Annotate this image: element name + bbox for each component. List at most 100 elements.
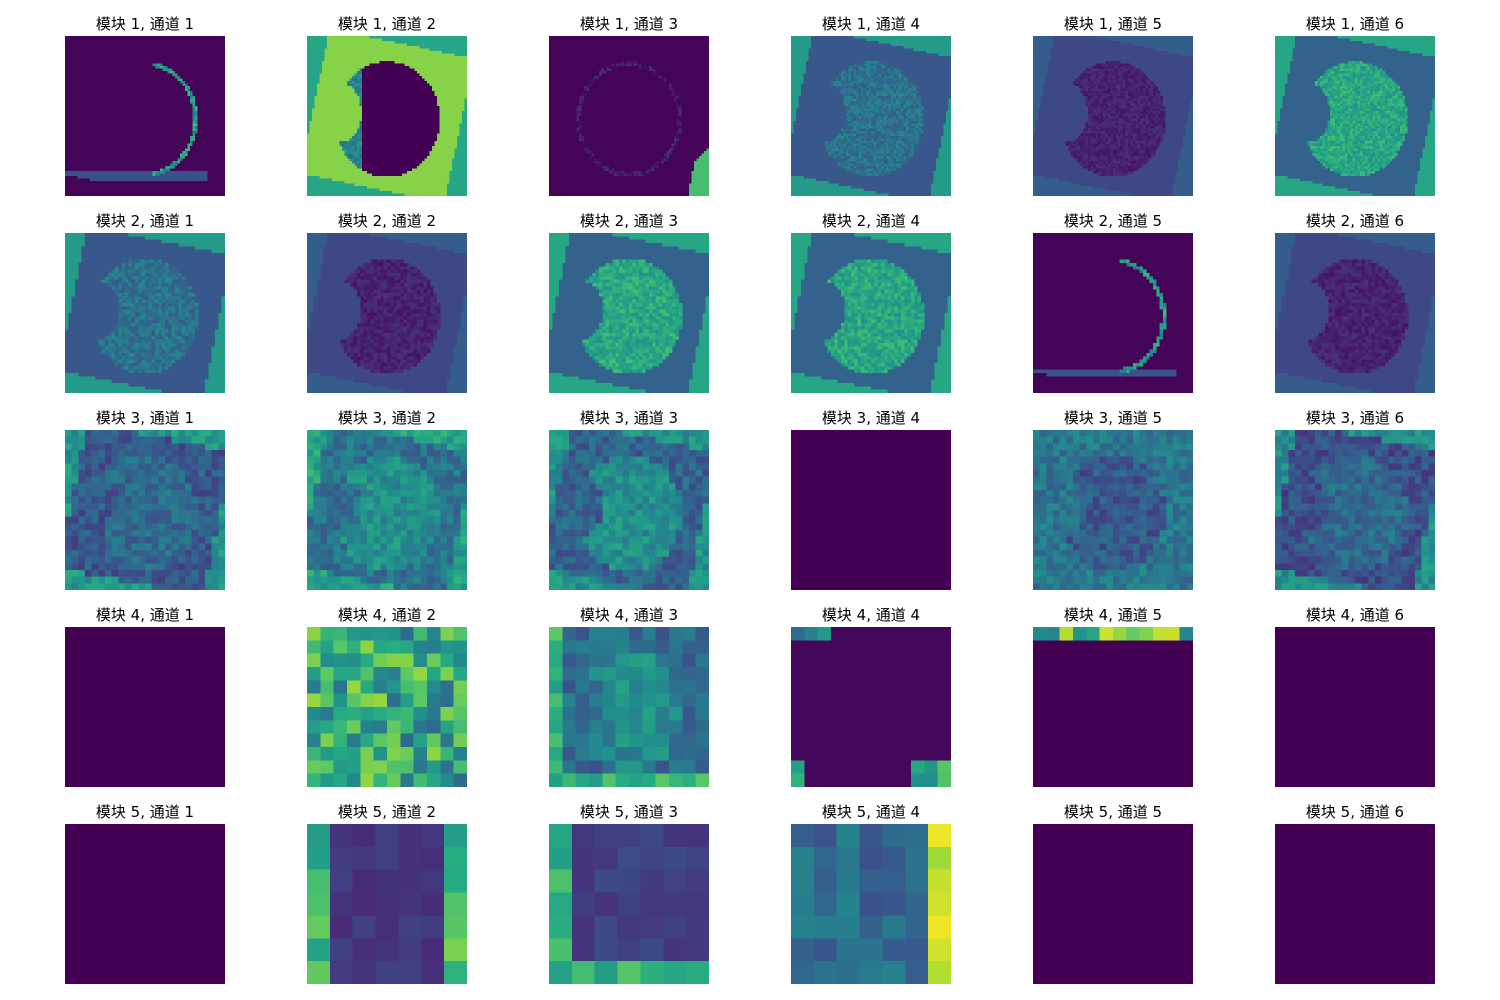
heatmap-cell	[439, 38, 443, 42]
heatmap-cell	[147, 53, 151, 57]
heatmap-cell	[374, 66, 378, 69]
heatmap-cell	[212, 123, 216, 127]
heatmap-cell	[459, 48, 463, 52]
heatmap-cell	[140, 76, 143, 79]
heatmap-cell	[162, 116, 166, 119]
heatmap-cell	[102, 183, 106, 187]
heatmap-cell	[95, 136, 98, 139]
heatmap-cell	[177, 136, 181, 139]
heatmap-cell	[85, 131, 88, 134]
heatmap-cell	[85, 68, 88, 72]
heatmap-cell	[192, 106, 196, 109]
heatmap-cell	[220, 173, 223, 177]
heatmap-cell	[115, 73, 118, 77]
heatmap-cell	[185, 118, 188, 122]
heatmap-cell	[77, 113, 81, 117]
heatmap-cell	[85, 128, 88, 132]
heatmap-cell	[205, 48, 208, 52]
heatmap-cell	[152, 111, 156, 114]
heatmap-cell	[195, 76, 198, 79]
heatmap-cell	[95, 156, 98, 159]
heatmap-cell	[389, 48, 393, 52]
heatmap-cell	[210, 56, 213, 59]
heatmap-cell	[77, 96, 81, 99]
heatmap-cell	[140, 171, 143, 174]
heatmap-cell	[67, 188, 71, 192]
heatmap-cell	[217, 78, 221, 82]
heatmap-cell	[402, 56, 405, 59]
heatmap-cell	[327, 56, 330, 59]
heatmap-cell	[432, 53, 435, 57]
heatmap-cell	[92, 148, 96, 152]
heatmap-cell	[112, 156, 116, 159]
heatmap-cell	[140, 51, 143, 54]
heatmap-cell	[135, 173, 138, 177]
heatmap-cell	[87, 61, 91, 64]
heatmap-cell	[217, 183, 221, 187]
heatmap-cell	[162, 101, 166, 104]
heatmap-cell	[444, 41, 448, 44]
heatmap-cell	[75, 56, 78, 59]
heatmap-cell	[102, 141, 106, 144]
heatmap-cell	[140, 48, 143, 52]
heatmap-cell	[462, 61, 465, 64]
heatmap-cell	[95, 41, 98, 44]
heatmap-cell	[190, 111, 193, 114]
heatmap-cell	[122, 176, 126, 179]
heatmap-cell	[177, 58, 181, 62]
heatmap-cell	[165, 153, 168, 157]
heatmap-cell	[202, 191, 206, 194]
heatmap-cell	[97, 178, 101, 182]
heatmap-cell	[187, 146, 191, 149]
heatmap-cell	[349, 58, 353, 62]
heatmap-cell	[327, 53, 330, 57]
heatmap-cell	[215, 58, 218, 62]
heatmap-cell	[399, 56, 403, 59]
heatmap-cell	[110, 41, 113, 44]
heatmap-cell	[192, 133, 196, 137]
heatmap-cell	[127, 186, 131, 189]
heatmap-cell	[130, 53, 133, 57]
heatmap-cell	[187, 86, 191, 89]
heatmap-cell	[147, 66, 151, 69]
heatmap-cell	[112, 186, 116, 189]
heatmap-cell	[85, 56, 88, 59]
heatmap-cell	[207, 43, 211, 47]
heatmap-cell	[170, 121, 173, 124]
heatmap-cell	[207, 68, 211, 72]
heatmap-cell	[95, 173, 98, 177]
heatmap-cell	[110, 188, 113, 192]
heatmap-cell	[165, 71, 168, 74]
heatmap-cell	[75, 148, 78, 152]
heatmap-cell	[90, 151, 93, 154]
heatmap-cell	[157, 58, 161, 62]
heatmap-cell	[339, 51, 343, 54]
heatmap-cell	[190, 103, 193, 107]
heatmap-cell	[70, 166, 73, 169]
heatmap-cell	[185, 53, 188, 57]
heatmap-cell	[97, 158, 101, 162]
heatmap-cell	[145, 126, 148, 129]
heatmap-cell	[80, 193, 83, 196]
heatmap-cell	[140, 131, 143, 134]
heatmap-cell	[220, 63, 223, 67]
heatmap-cell	[210, 146, 213, 149]
heatmap-cell	[132, 81, 136, 84]
heatmap-cell	[205, 63, 208, 67]
heatmap-cell	[182, 91, 186, 94]
heatmap-cell	[202, 91, 206, 94]
heatmap-cell	[182, 101, 186, 104]
heatmap-cell	[102, 93, 106, 97]
heatmap-cell	[187, 81, 191, 84]
heatmap-cell	[157, 93, 161, 97]
heatmap-cell	[205, 123, 208, 127]
heatmap-cell	[177, 83, 181, 87]
heatmap-cell	[125, 163, 128, 167]
heatmap-cell	[170, 91, 173, 94]
heatmap-cell	[215, 116, 218, 119]
heatmap-cell	[220, 151, 223, 154]
heatmap-cell	[117, 41, 121, 44]
heatmap-cell	[362, 41, 365, 44]
heatmap-cell	[190, 91, 193, 94]
heatmap-cell	[67, 38, 71, 42]
